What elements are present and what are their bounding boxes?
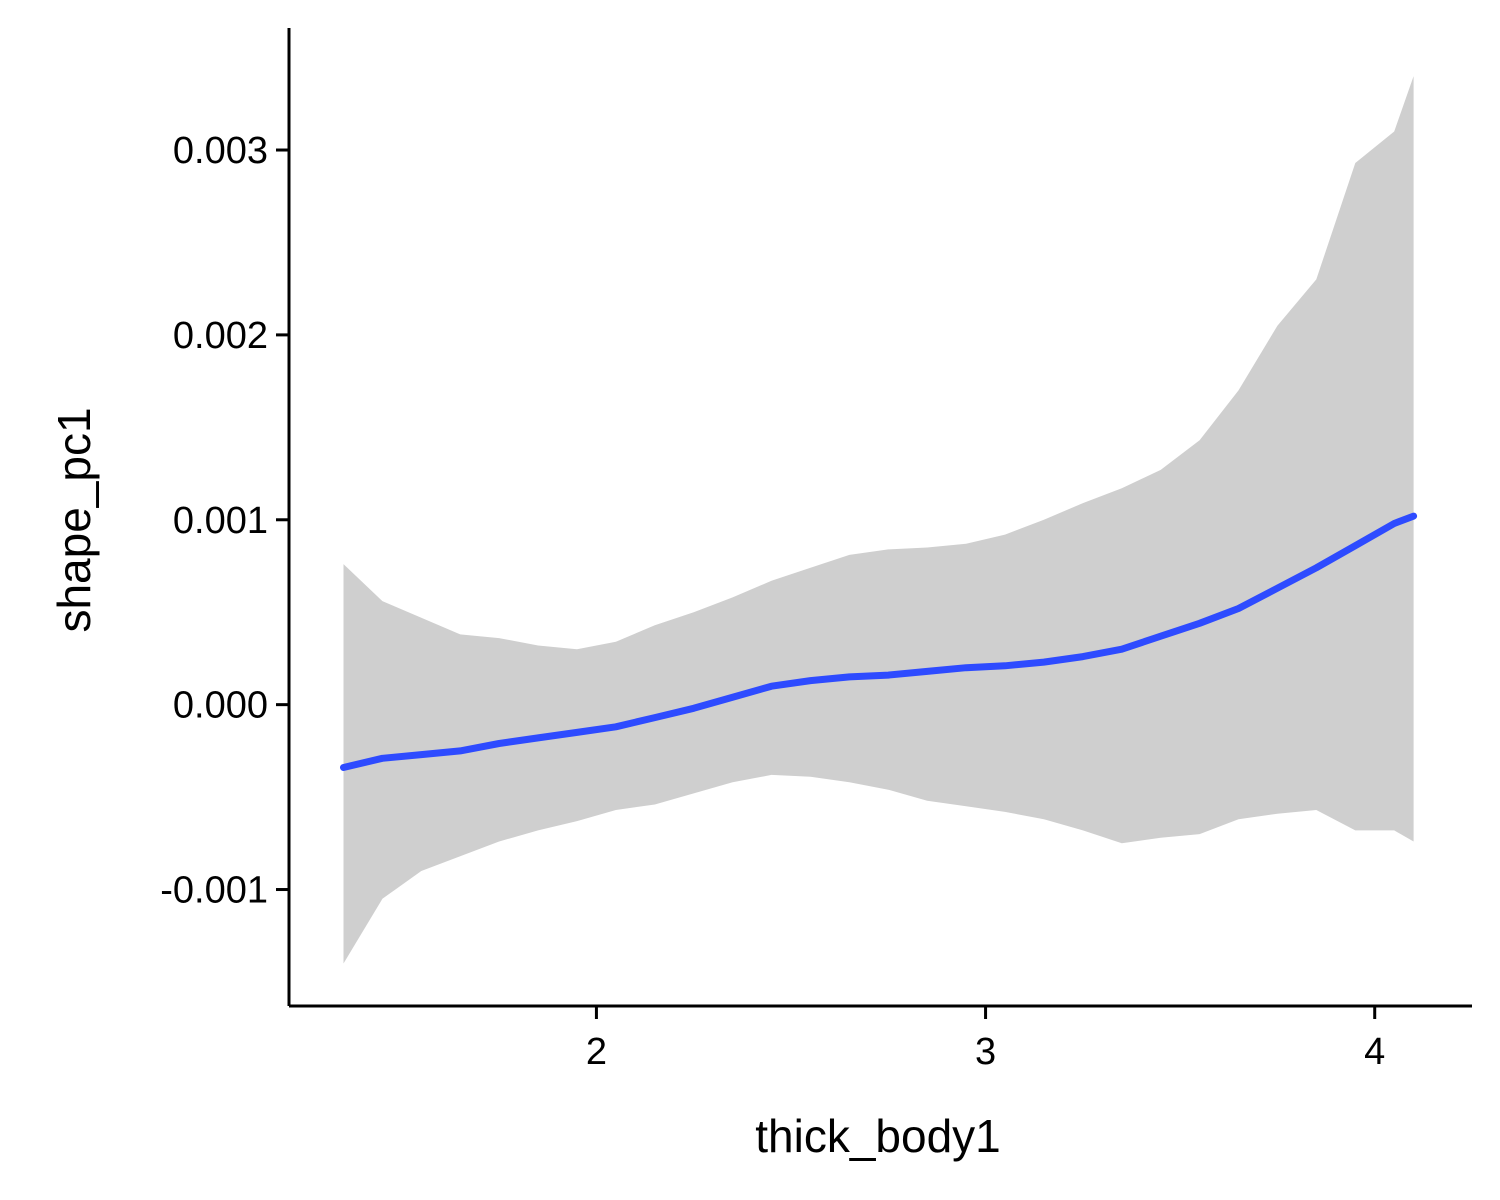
- axes: 2 3 4 -0.001 0.000 0.001 0.002 0.003: [160, 28, 1472, 1073]
- y-tick-label: 0.001: [173, 500, 268, 542]
- plot-area: [340, 76, 1418, 964]
- x-tick-label: 4: [1364, 1031, 1385, 1073]
- y-tick-label: 0.002: [173, 315, 268, 357]
- fit-line: [340, 512, 1418, 771]
- y-tick-label: -0.001: [160, 870, 268, 912]
- x-tick-label: 3: [975, 1031, 996, 1073]
- y-tick-label: 0.003: [173, 130, 268, 172]
- y-tick-label: 0.000: [173, 685, 268, 727]
- x-tick-label: 2: [586, 1031, 607, 1073]
- x-axis-title: thick_body1: [755, 1110, 1001, 1162]
- y-axis-title: shape_pc1: [48, 407, 100, 632]
- confidence-band: [343, 76, 1414, 964]
